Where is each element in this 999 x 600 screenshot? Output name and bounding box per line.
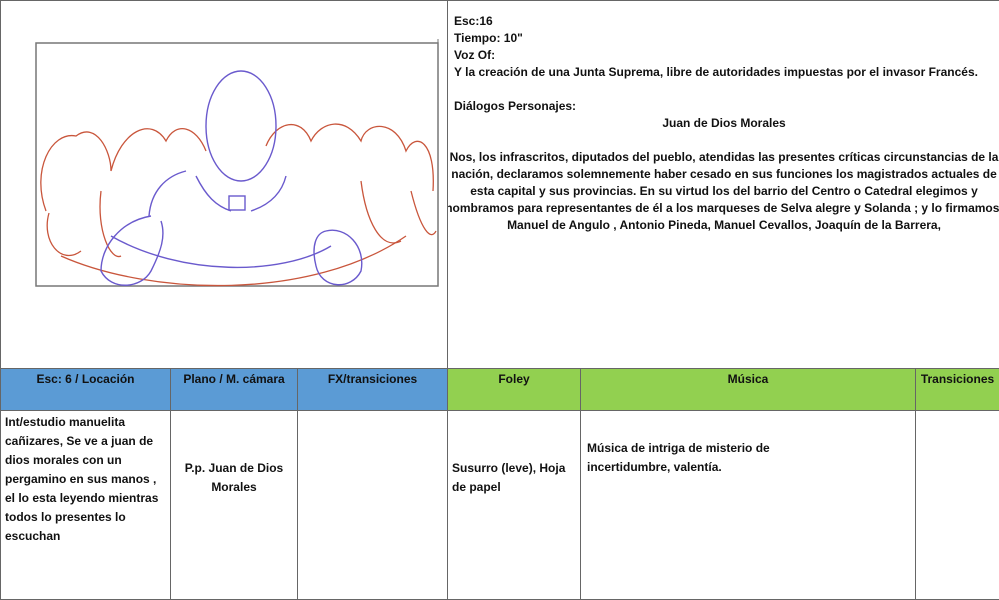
dialogue-text: Nos, los infrascritos, diputados del pue…	[447, 150, 999, 232]
sketch-cell	[0, 0, 448, 369]
shot-cell: P.p. Juan de Dios Morales	[170, 410, 298, 600]
foley-cell: Susurro (leve), Hoja de papel	[447, 410, 581, 600]
scene-time: Tiempo: 10"	[454, 31, 523, 45]
character-name: Juan de Dios Morales	[662, 116, 786, 130]
scene-cell: Esc:16 Tiempo: 10" Voz Of: Y la creación…	[447, 0, 999, 369]
header-cell: Transiciones	[915, 368, 999, 411]
fx-cell	[297, 410, 448, 600]
music-cell: Música de intriga de misterio de incerti…	[580, 410, 916, 600]
header-cell: Música	[580, 368, 916, 411]
music-text: Música de intriga de misterio de incerti…	[587, 441, 770, 474]
voice-text: Y la creación de una Junta Suprema, libr…	[454, 65, 978, 79]
location-cell: Int/estudio manuelita cañizares, Se ve a…	[0, 410, 171, 600]
transition-cell	[915, 410, 999, 600]
sketch	[35, 39, 439, 287]
header-cell: FX/transiciones	[297, 368, 448, 411]
header-cell: Foley	[447, 368, 581, 411]
scene-number: Esc:16	[454, 14, 493, 28]
voice-label: Voz Of:	[454, 48, 496, 62]
header-cell: Plano / M. cámara	[170, 368, 298, 411]
header-cell: Esc: 6 / Locación	[0, 368, 171, 411]
dialogue-label: Diálogos Personajes:	[454, 99, 577, 113]
